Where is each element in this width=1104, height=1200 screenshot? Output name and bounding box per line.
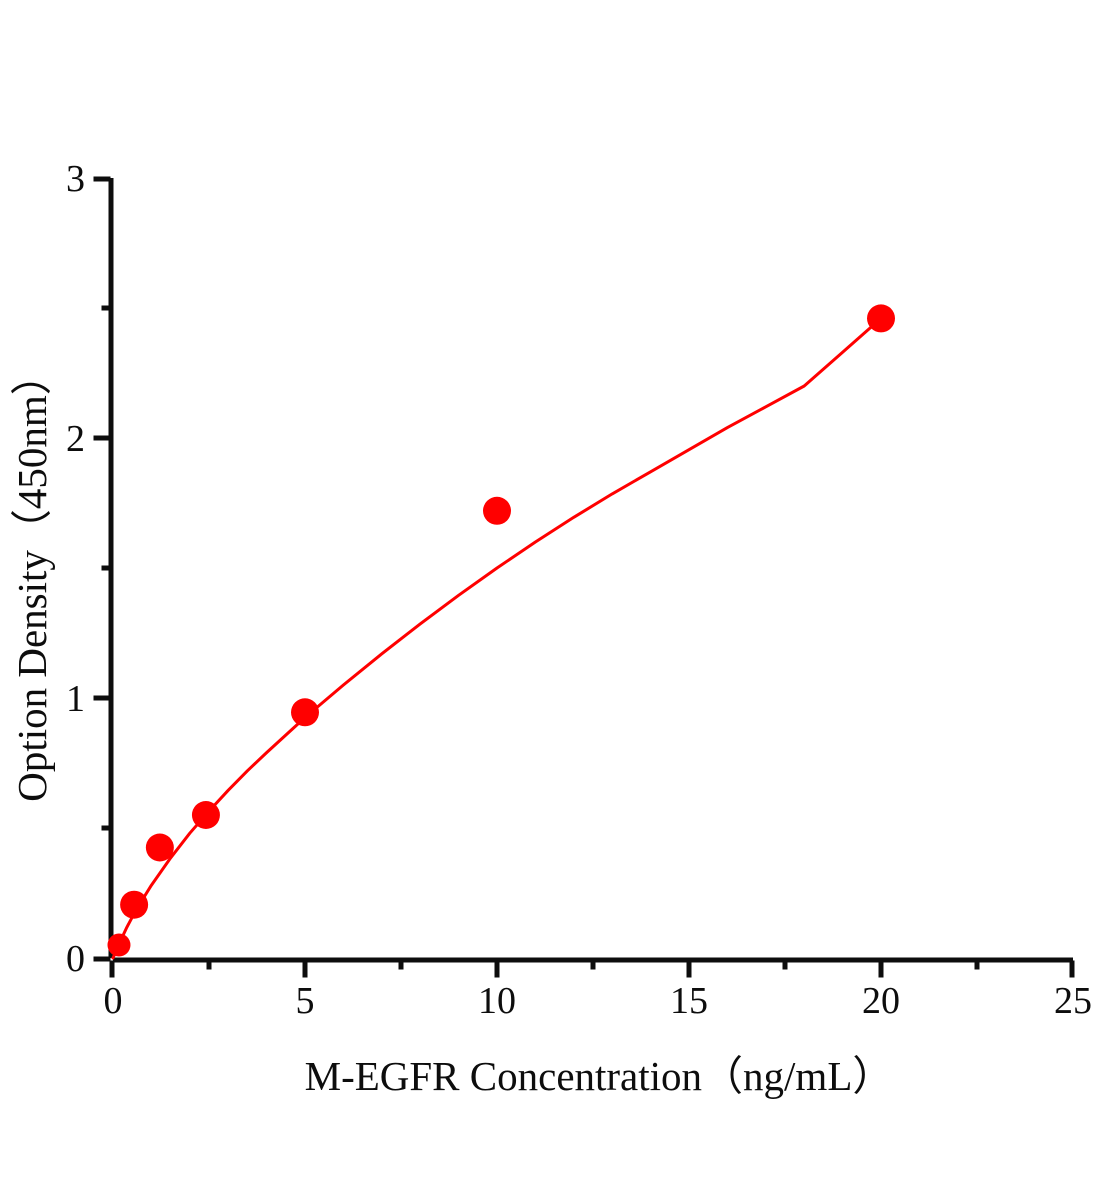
fit-curve bbox=[111, 316, 883, 960]
data-point bbox=[483, 496, 511, 525]
data-point bbox=[191, 801, 220, 829]
x-tick-label: 5 bbox=[296, 980, 315, 1022]
x-tick-label: 0 bbox=[104, 980, 123, 1022]
x-tick-label: 10 bbox=[478, 980, 516, 1022]
x-axis-title: M-EGFR Concentration（ng/mL） bbox=[305, 1053, 894, 1099]
data-point bbox=[107, 933, 131, 957]
data-point bbox=[145, 833, 174, 862]
data-point bbox=[120, 890, 149, 919]
x-tick-label: 20 bbox=[862, 980, 900, 1022]
data-point bbox=[291, 698, 319, 727]
x-tick-label: 25 bbox=[1054, 980, 1092, 1022]
y-axis-title: Option Density（450nm） bbox=[9, 354, 55, 802]
fit-curve-layer bbox=[111, 316, 883, 960]
data-points-layer bbox=[107, 304, 895, 957]
axes bbox=[93, 176, 1075, 978]
y-tick-label: 1 bbox=[66, 678, 85, 720]
axis-labels-layer: 0 5 10 15 20 25 0 1 2 3 M-EGFR Concentration（ng/mL… bbox=[9, 158, 1092, 1099]
data-point bbox=[867, 304, 895, 333]
y-tick-label: 3 bbox=[66, 158, 85, 200]
y-tick-label: 2 bbox=[66, 418, 85, 460]
x-tick-label: 15 bbox=[670, 980, 708, 1022]
y-tick-label: 0 bbox=[66, 938, 85, 980]
